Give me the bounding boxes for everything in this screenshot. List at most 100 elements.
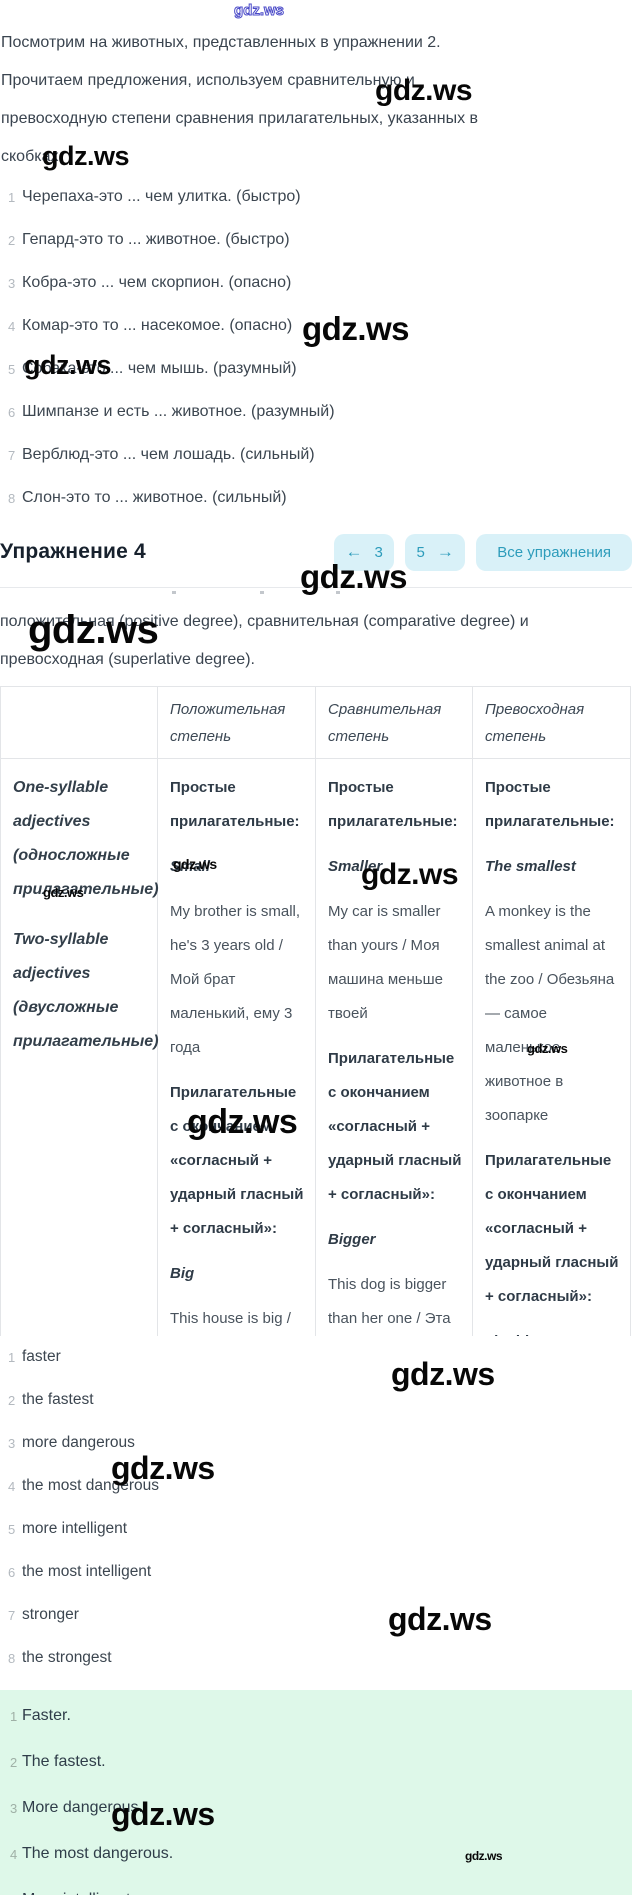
item-number: 2	[8, 233, 16, 248]
column-header-positive: Положительная степень	[157, 686, 316, 759]
item-text: the most dangerous	[22, 1477, 160, 1494]
item-number: 5	[8, 362, 16, 377]
intro-paragraph: Посмотрим на животных, представленных в …	[1, 34, 479, 165]
item-text: More intelligent.	[22, 1889, 135, 1895]
item-text: The most dangerous.	[22, 1845, 174, 1862]
item-number: 8	[8, 491, 16, 506]
item-text: faster	[22, 1348, 61, 1365]
task-item: 8 Слон-это то ... животное. (сильный)	[0, 487, 632, 510]
next-exercise-button[interactable]: 5 →	[405, 533, 466, 571]
item-number: 1	[8, 190, 16, 205]
item-number: 6	[8, 405, 16, 420]
answers-list: 1 faster 2 the fastest 3 more dangerous 4 th…	[0, 1346, 632, 1670]
answer-item: 5 more intelligent	[0, 1518, 632, 1541]
answer-item: 3 more dangerous	[0, 1432, 632, 1455]
task-item: 2 Гепард-это то ... животное. (быстро)	[0, 229, 632, 252]
page-title: Упражнение 4	[0, 540, 146, 563]
section-divider	[0, 587, 632, 588]
column-header-superlative: Превосходная степень	[472, 686, 631, 759]
next-exercise-number: 5	[416, 543, 425, 561]
task-item: 3 Кобра-это ... чем скорпион. (опасно)	[0, 272, 632, 295]
item-text: the fastest	[22, 1391, 94, 1408]
answer-item: 1 faster	[0, 1346, 632, 1369]
rule-label: Прилагательные с окончанием «согласный +…	[170, 1084, 304, 1237]
task-item: 6 Шимпанзе и есть ... животное. (разумный…	[0, 401, 632, 424]
item-text: more dangerous	[22, 1434, 135, 1451]
final-answers-section: 1 Faster. 2 The fastest. 3 More dangerous. …	[0, 1690, 632, 1895]
example-sentence: My car is smaller than yours / Моя машин…	[328, 903, 443, 1022]
final-answer-item: 2 The fastest.	[0, 1751, 632, 1774]
cell-superlative-degree: Простые прилагательные: The smallest A m…	[472, 758, 631, 1336]
watermark: gdz.ws	[233, 2, 285, 19]
task-item: 5 Собака-это ... чем мышь. (разумный)	[0, 358, 632, 381]
item-number: 7	[8, 1608, 16, 1623]
item-text: The fastest.	[22, 1753, 106, 1770]
all-exercises-button[interactable]: Все упражнения	[476, 533, 632, 571]
item-text: More dangerous.	[22, 1799, 143, 1816]
grammar-table-wrap: Положительная степень Сравнительная степ…	[0, 686, 632, 1336]
prev-exercise-button[interactable]: ← 3	[334, 533, 395, 571]
clipped-text-fragments	[0, 588, 632, 597]
example-word: Smaller	[328, 858, 383, 875]
final-answer-item: 3 More dangerous.	[0, 1797, 632, 1820]
item-number: 3	[8, 1436, 16, 1451]
item-text: Собака-это ... чем мышь. (разумный)	[22, 360, 297, 377]
item-number: 8	[8, 1651, 16, 1666]
example-word: Small	[170, 858, 211, 875]
final-answer-item: 5More intelligent.	[0, 1889, 632, 1895]
rule-label: Простые прилагательные:	[485, 779, 615, 830]
item-number: 5	[8, 1522, 16, 1537]
item-number: 6	[8, 1565, 16, 1580]
example-sentence: This house is big / Этот дом	[170, 1310, 291, 1327]
item-number: 4	[8, 319, 16, 334]
all-exercises-label: Все упражнения	[497, 543, 611, 561]
item-text: the most intelligent	[22, 1563, 152, 1580]
example-word: The biggest	[485, 1325, 620, 1336]
example-word: Big	[170, 1265, 195, 1282]
item-text: more intelligent	[22, 1520, 128, 1537]
item-number: 7	[8, 448, 16, 463]
answer-item: 6 the most intelligent	[0, 1561, 632, 1584]
grammar-table: Положительная степень Сравнительная степ…	[0, 686, 631, 1336]
rule-label: Простые прилагательные:	[328, 779, 458, 830]
item-text: Гепард-это то ... животное. (быстро)	[22, 231, 290, 248]
left-arrow-icon: ←	[345, 542, 363, 561]
rule-label: Прилагательные с окончанием «согласный +…	[328, 1050, 462, 1203]
right-arrow-icon: →	[436, 542, 454, 561]
item-number: 4	[8, 1479, 16, 1494]
example-sentence: My brother is small, he's 3 years old / …	[170, 903, 301, 1056]
item-number: 2	[8, 1393, 16, 1408]
answer-item: 8 the strongest	[0, 1647, 632, 1670]
item-text: Верблюд-это ... чем лошадь. (сильный)	[22, 446, 315, 463]
prev-exercise-number: 3	[374, 543, 383, 561]
item-number: 1	[8, 1350, 16, 1365]
table-corner-cell	[0, 686, 158, 759]
answer-item: 2 the fastest	[0, 1389, 632, 1412]
example-word: The smallest	[485, 858, 576, 875]
item-text: Слон-это то ... животное. (сильный)	[22, 489, 287, 506]
task-item: 1 Черепаха-это ... чем улитка. (быстро)	[0, 186, 632, 209]
cell-comparative-degree: Простые прилагательные: Smaller My car i…	[315, 758, 473, 1336]
row-header-two-syllable: Two-syllable adjectives (двусложные прил…	[13, 931, 159, 1050]
row-header-adjective-types: One-syllable adjectives (односложные при…	[0, 758, 159, 1336]
row-header-one-syllable: One-syllable adjectives (односложные при…	[13, 779, 159, 898]
exercise-header: Упражнение 4 ← 3 5 → Все упражнения	[0, 530, 632, 574]
item-text: Черепаха-это ... чем улитка. (быстро)	[22, 188, 301, 205]
answer-item: 7 stronger	[0, 1604, 632, 1627]
task-item: 4 Комар-это то ... насекомое. (опасно)	[0, 315, 632, 338]
item-text: the strongest	[22, 1649, 112, 1666]
task-item: 7 Верблюд-это ... чем лошадь. (сильный)	[0, 444, 632, 467]
item-text: Шимпанзе и есть ... животное. (разумный)	[22, 403, 335, 420]
final-answer-item: 1 Faster.	[0, 1705, 632, 1728]
item-number: 2	[10, 1755, 18, 1770]
example-sentence: A monkey is the smallest animal at the z…	[485, 903, 615, 1124]
degrees-paragraph: положительная (positive degree), сравнит…	[0, 613, 529, 668]
example-sentence: This dog is bigger than her one / Эта со…	[328, 1276, 451, 1327]
cell-positive-degree: Простые прилагательные: Small My brother…	[157, 758, 316, 1336]
item-text: Кобра-это ... чем скорпион. (опасно)	[22, 274, 292, 291]
item-number: 3	[8, 276, 16, 291]
item-text: stronger	[22, 1606, 79, 1623]
item-text: Faster.	[22, 1707, 71, 1724]
final-answer-item: 4 The most dangerous.	[0, 1843, 632, 1866]
